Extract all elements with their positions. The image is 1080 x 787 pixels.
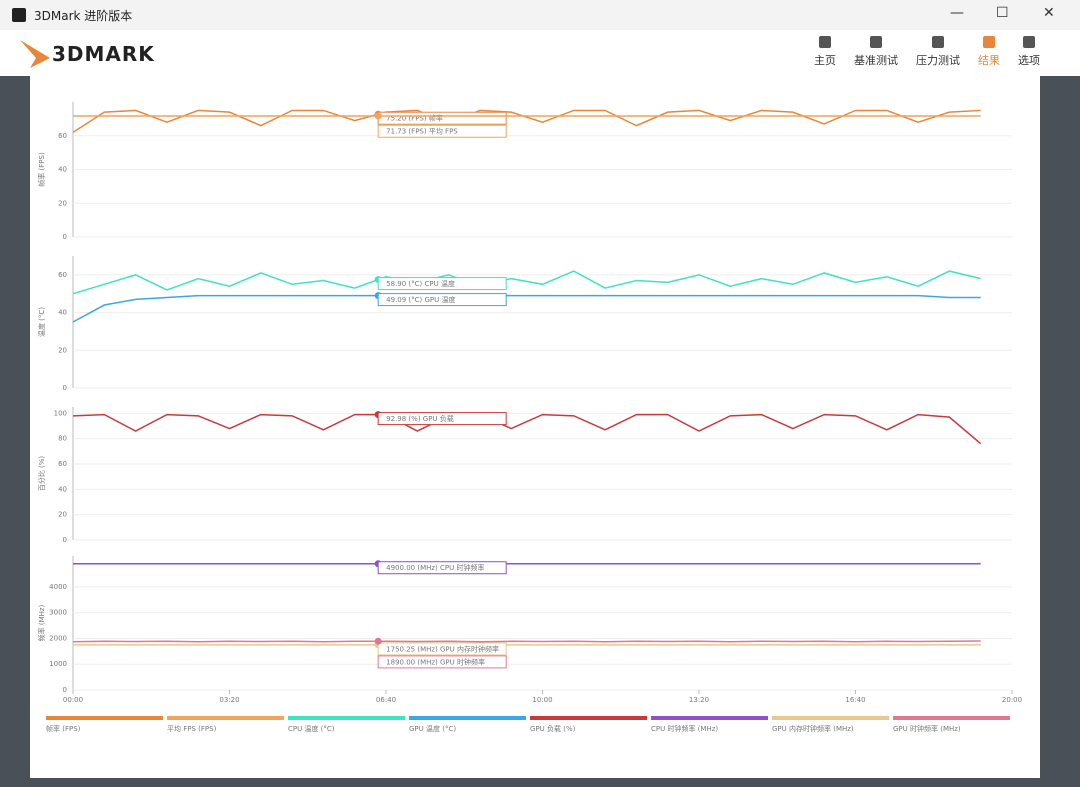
y-tick-label: 20 <box>58 199 67 207</box>
tooltip-box <box>377 655 507 669</box>
y-tick-label: 60 <box>58 132 67 140</box>
legend-label: GPU 内存时钟频率 (MHz) <box>772 724 854 733</box>
close-button[interactable]: ✕ <box>1043 5 1055 21</box>
legend-label: 帧率 (FPS) <box>46 724 81 733</box>
series-line <box>72 294 981 323</box>
series-line <box>72 270 981 295</box>
nav-icon <box>1023 36 1035 48</box>
y-tick-label: 100 <box>54 409 67 417</box>
y-tick-label: 2000 <box>49 634 67 642</box>
legend-swatch <box>530 716 647 720</box>
series-line <box>72 109 981 134</box>
logo-mark <box>20 40 50 68</box>
legend-label: 平均 FPS (FPS) <box>167 724 217 733</box>
logo: 3DMARK <box>52 42 155 66</box>
tooltip-box <box>377 412 507 426</box>
nav-label: 主页 <box>814 54 836 67</box>
cursor-dot <box>374 112 382 120</box>
cursor-dot <box>374 637 382 645</box>
tooltip-text: 49.09 (°C) GPU 温度 <box>386 295 455 304</box>
nav-item[interactable]: 基准测试 <box>854 34 898 68</box>
tooltip-box <box>377 293 507 307</box>
x-tick-label: 00:00 <box>63 696 83 704</box>
legend-swatch <box>46 716 163 720</box>
y-axis-label: 百分比 (%) <box>37 456 46 492</box>
y-tick-label: 4000 <box>49 583 67 591</box>
header: 3DMARK 主页 基准测试 压力测试 结果 选项 <box>0 30 1080 76</box>
legend-swatch <box>409 716 526 720</box>
x-tick-label: 20:00 <box>1002 696 1022 704</box>
nav-item[interactable]: 主页 <box>814 34 836 68</box>
legend-label: CPU 时钟频率 (MHz) <box>651 724 718 733</box>
y-tick-label: 60 <box>58 271 67 279</box>
tooltip-box <box>377 124 507 138</box>
tooltip-text: 1890.00 (MHz) GPU 时钟频率 <box>386 657 485 666</box>
nav-icon <box>819 36 831 48</box>
legend-swatch <box>893 716 1010 720</box>
results-panel <box>30 76 1040 778</box>
nav-label: 选项 <box>1018 54 1040 67</box>
tooltip-text: 58.90 (°C) CPU 温度 <box>386 279 455 288</box>
series-line <box>72 640 981 643</box>
nav-icon <box>932 36 944 48</box>
nav-icon <box>983 36 995 48</box>
tooltip-box <box>377 277 507 291</box>
x-tick-label: 10:00 <box>532 696 552 704</box>
legend-swatch <box>772 716 889 720</box>
series-line <box>72 413 982 445</box>
y-tick-label: 60 <box>58 460 67 468</box>
y-axis-label: 温度 (°C) <box>37 307 46 337</box>
nav-icon <box>870 36 882 48</box>
y-tick-label: 0 <box>63 536 67 544</box>
tooltip-text: 1750.25 (MHz) GPU 内存时钟频率 <box>386 644 499 653</box>
minimize-button[interactable]: — <box>950 5 964 21</box>
tooltip-box <box>377 561 507 575</box>
tooltip-text: 92.98 (%) GPU 负载 <box>386 414 454 423</box>
legend-label: GPU 时钟频率 (MHz) <box>893 724 961 733</box>
legend-label: CPU 温度 (°C) <box>288 724 335 733</box>
y-axis-label: 频率 (MHz) <box>37 604 46 641</box>
x-tick-label: 13:20 <box>689 696 709 704</box>
y-tick-label: 40 <box>58 485 67 493</box>
tooltip-box <box>377 642 507 656</box>
tooltip-text: 75.20 (FPS) 帧率 <box>386 114 443 123</box>
x-tick-label: 16:40 <box>845 696 865 704</box>
y-tick-label: 40 <box>58 166 67 174</box>
tooltip-text: 4900.00 (MHz) CPU 时钟频率 <box>386 563 484 572</box>
nav-item[interactable]: 选项 <box>1018 34 1040 68</box>
maximize-button[interactable]: ☐ <box>996 5 1009 21</box>
nav-item[interactable]: 压力测试 <box>916 34 960 68</box>
legend-swatch <box>288 716 405 720</box>
legend-label: GPU 温度 (°C) <box>409 724 456 733</box>
x-tick-label: 06:40 <box>376 696 396 704</box>
nav-label: 压力测试 <box>916 54 960 67</box>
y-tick-label: 0 <box>63 233 67 241</box>
legend-swatch <box>651 716 768 720</box>
y-tick-label: 20 <box>58 346 67 354</box>
y-axis-label: 帧率 (FPS) <box>37 152 46 187</box>
legend-label: GPU 负载 (%) <box>530 724 576 733</box>
y-tick-label: 40 <box>58 309 67 317</box>
x-tick-label: 03:20 <box>219 696 239 704</box>
nav-label: 基准测试 <box>854 54 898 67</box>
window-title: 3DMark 进阶版本 <box>34 9 133 23</box>
y-tick-label: 20 <box>58 511 67 519</box>
y-tick-label: 3000 <box>49 609 67 617</box>
y-tick-label: 1000 <box>49 660 67 668</box>
legend-swatch <box>167 716 284 720</box>
title-bar: 3DMark 进阶版本 — ☐ ✕ <box>0 0 1080 30</box>
nav: 主页 基准测试 压力测试 结果 选项 <box>814 34 1040 68</box>
app-icon <box>12 8 26 22</box>
nav-item[interactable]: 结果 <box>978 34 1000 68</box>
y-tick-label: 0 <box>63 384 67 392</box>
tooltip-text: 71.73 (FPS) 平均 FPS <box>386 127 458 136</box>
y-tick-label: 0 <box>63 686 67 694</box>
nav-label: 结果 <box>978 54 1000 67</box>
y-tick-label: 80 <box>58 435 67 443</box>
